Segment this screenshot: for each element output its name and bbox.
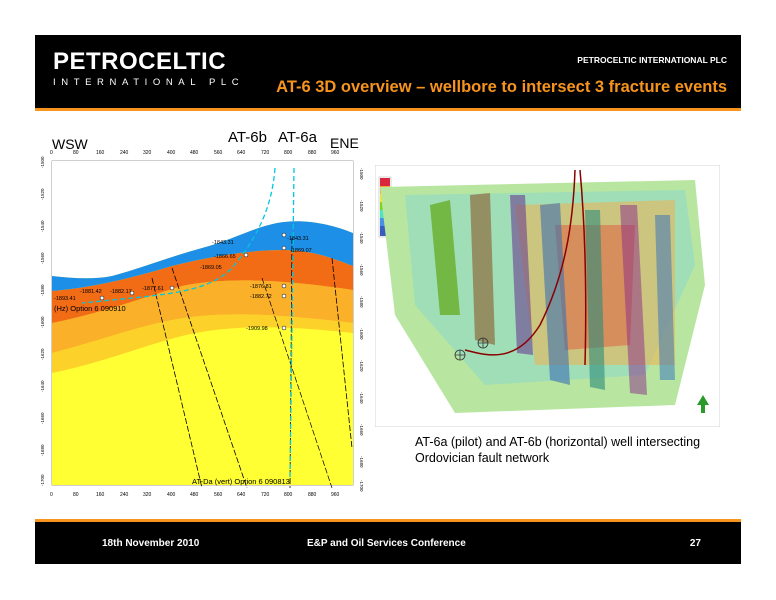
y-tick: -1580 xyxy=(359,296,364,308)
y-tick: -1600 xyxy=(40,316,45,328)
y-tick: -1500 xyxy=(359,168,364,180)
depth-label: -1882.17 xyxy=(110,289,132,295)
x-tick: 320 xyxy=(143,492,152,498)
footer-bar: 18th November 2010 E&P and Oil Services … xyxy=(35,522,741,564)
label-at6a: AT-6a xyxy=(278,129,318,146)
company-name: PETROCELTIC INTERNATIONAL PLC xyxy=(577,55,727,65)
y-tick: -1700 xyxy=(359,480,364,492)
x-tick: 560 xyxy=(214,492,223,498)
x-tick: 240 xyxy=(120,150,129,156)
x-tick: 880 xyxy=(308,150,317,156)
y-tick: -1660 xyxy=(359,424,364,436)
x-tick: 480 xyxy=(190,150,199,156)
x-tick: 800 xyxy=(284,150,293,156)
x-tick: 0 xyxy=(50,492,53,498)
y-tick: -1560 xyxy=(359,264,364,276)
y-tick: -1540 xyxy=(359,232,364,244)
x-axis-bottom: 0 80 160 240 320 400 480 560 640 720 800… xyxy=(50,492,340,498)
y-tick: -1700 xyxy=(40,474,45,486)
x-tick: 80 xyxy=(73,150,79,156)
x-tick: 480 xyxy=(190,492,199,498)
depth-label: -1843.31 xyxy=(212,240,234,246)
y-tick: -1580 xyxy=(40,284,45,296)
y-tick: -1620 xyxy=(40,348,45,360)
x-tick: 960 xyxy=(331,492,340,498)
y-tick: -1500 xyxy=(40,156,45,168)
x-tick: 400 xyxy=(167,150,176,156)
depth-label: -1866.65 xyxy=(214,254,236,260)
x-tick: 560 xyxy=(214,150,223,156)
y-tick: -1620 xyxy=(359,360,364,372)
x-axis-top: 0 80 160 240 320 400 480 560 640 720 800… xyxy=(50,150,340,156)
logo-subtitle: INTERNATIONAL PLC xyxy=(53,77,245,88)
header-bar: PETROCELTIC INTERNATIONAL PLC PETROCELTI… xyxy=(35,35,741,108)
logo-text: PETROCELTIC xyxy=(53,48,227,75)
x-tick: 800 xyxy=(284,492,293,498)
header-orange-rule xyxy=(35,108,741,111)
footer-page-number: 27 xyxy=(689,538,701,549)
figure-caption: AT-6a (pilot) and AT-6b (horizontal) wel… xyxy=(415,435,701,465)
y-tick: -1660 xyxy=(40,412,45,424)
x-tick: 320 xyxy=(143,150,152,156)
x-tick: 80 xyxy=(73,492,79,498)
cross-section-figure: -1843.31 -1843.31 -1869.07 -1866.65 -186… xyxy=(40,129,364,498)
footer-date: 18th November 2010 xyxy=(102,538,200,549)
x-tick: 720 xyxy=(261,150,270,156)
depth-label: -1869.05 xyxy=(200,265,222,271)
logo-wordmark: PETROCELTIC xyxy=(53,48,226,76)
x-tick: 400 xyxy=(167,492,176,498)
y-tick: -1640 xyxy=(40,380,45,392)
depth-label: -1877.61 xyxy=(142,286,164,292)
horizon-label-hz: (Hz) Option 6 090910 xyxy=(54,304,126,313)
y-tick: -1560 xyxy=(40,252,45,264)
label-wsw: WSW xyxy=(52,136,89,152)
x-tick: 640 xyxy=(237,492,246,498)
x-tick: 240 xyxy=(120,492,129,498)
x-tick: 880 xyxy=(308,492,317,498)
depth-label: -1876.81 xyxy=(250,284,272,290)
y-axis-left: -1500 -1520 -1540 -1560 -1580 -1600 -162… xyxy=(40,156,45,486)
depth-label: -1882.72 xyxy=(250,294,272,300)
label-ene: ENE xyxy=(330,135,359,151)
x-tick: 160 xyxy=(96,150,105,156)
3d-fault-network-view xyxy=(375,165,720,427)
slide-title: AT-6 3D overview – wellbore to intersect… xyxy=(276,78,727,96)
x-tick: 640 xyxy=(237,150,246,156)
label-at6b: AT-6b xyxy=(228,129,267,146)
y-tick: -1540 xyxy=(40,220,45,232)
footer-conference: E&P and Oil Services Conference xyxy=(307,538,466,549)
y-tick: -1600 xyxy=(359,328,364,340)
y-axis-right: -1500 -1520 -1540 -1560 -1580 -1600 -162… xyxy=(359,168,364,492)
depth-label: -1881.42 xyxy=(80,289,102,295)
x-tick: 960 xyxy=(331,150,340,156)
x-tick: 0 xyxy=(50,150,53,156)
y-tick: -1640 xyxy=(359,392,364,404)
depth-label: -1843.31 xyxy=(287,236,309,242)
y-tick: -1520 xyxy=(359,200,364,212)
x-tick: 720 xyxy=(261,492,270,498)
x-tick: 160 xyxy=(96,492,105,498)
y-tick: -1680 xyxy=(359,456,364,468)
depth-label: -1893.41 xyxy=(54,296,76,302)
horizon-label-vert: AT-Da (vert) Option 6 090813 xyxy=(192,477,290,486)
y-tick: -1680 xyxy=(40,444,45,456)
depth-label: -1909.98 xyxy=(246,326,268,332)
y-tick: -1520 xyxy=(40,188,45,200)
footer-orange-rule xyxy=(35,519,741,522)
depth-label: -1869.07 xyxy=(290,248,312,254)
